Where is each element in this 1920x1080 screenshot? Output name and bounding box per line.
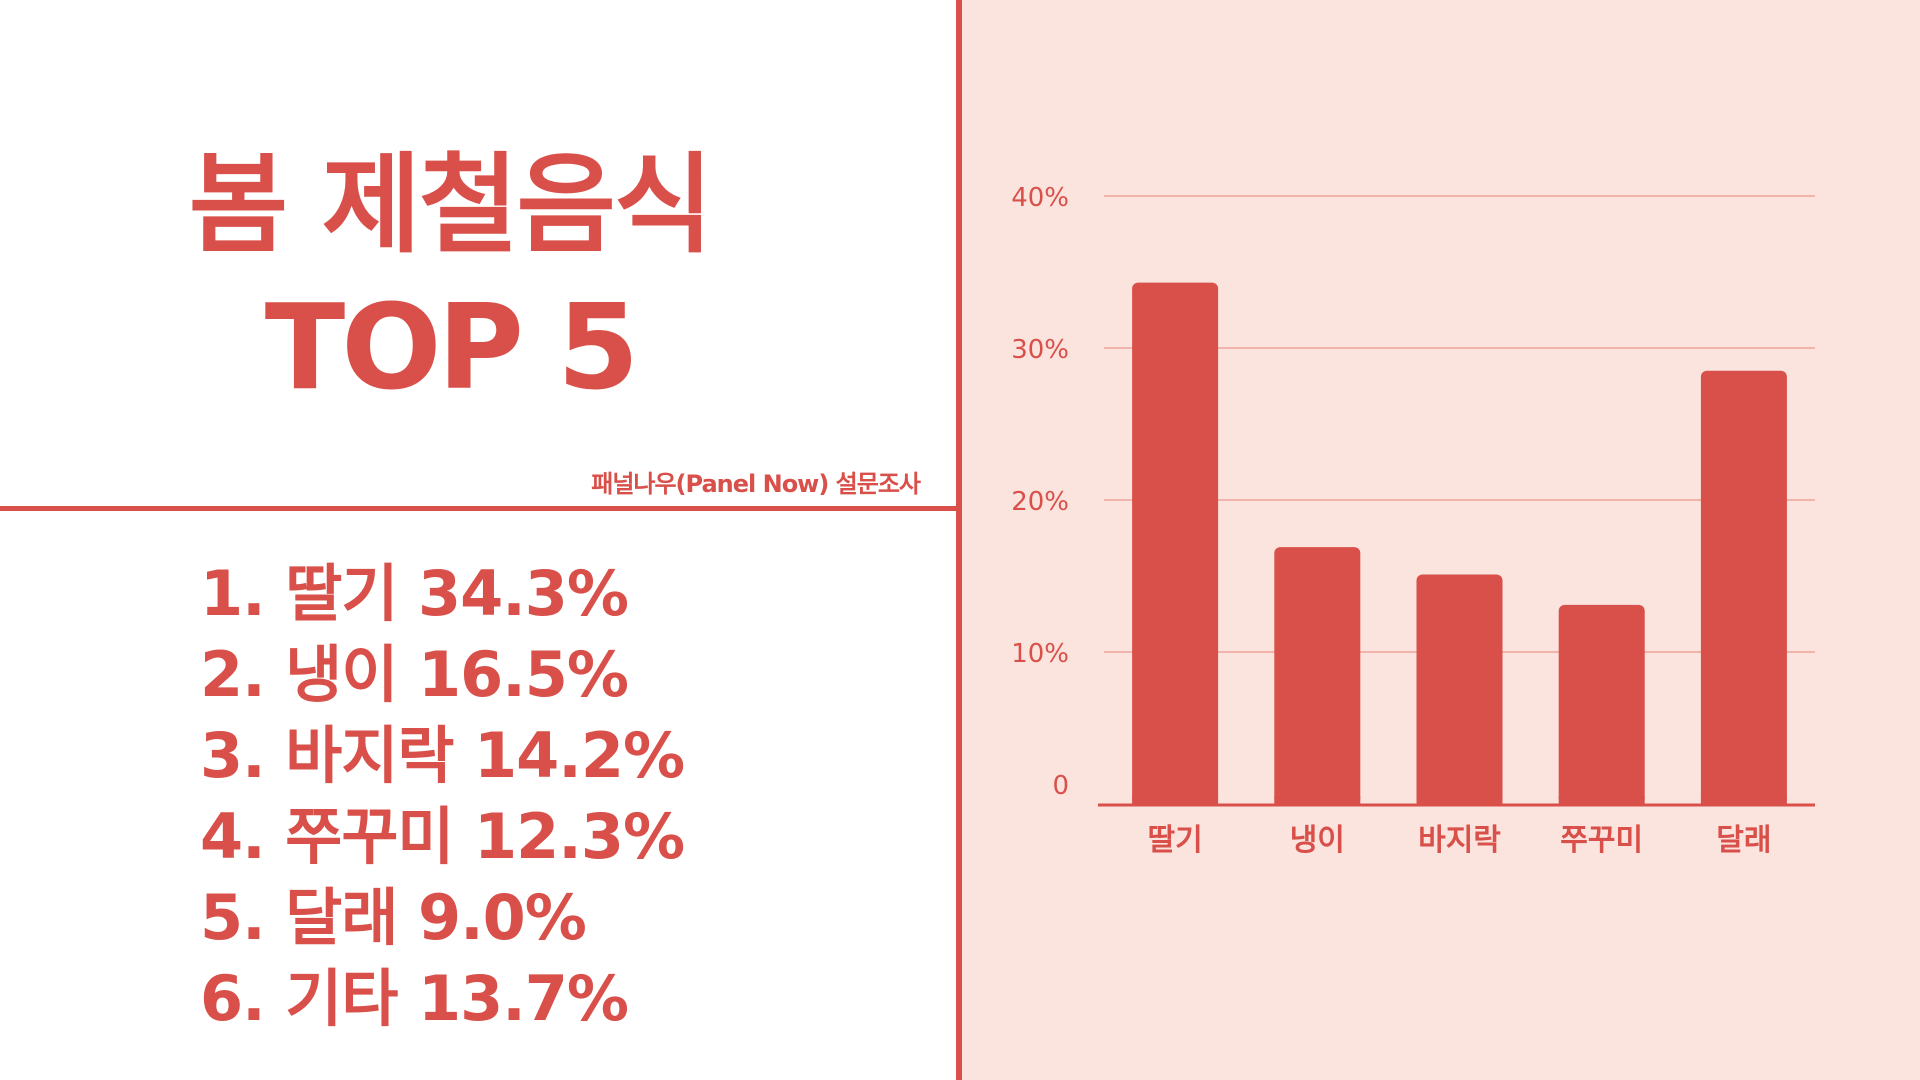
bar-5 (1700, 370, 1787, 804)
bar-base-2 (1274, 796, 1361, 804)
y-tick-label: 10% (1011, 639, 1069, 669)
left-panel (0, 0, 956, 1080)
survey-source: 패널나우(Panel Now) 설문조사 (591, 470, 921, 498)
x-tick-label: 냉이 (1290, 823, 1345, 858)
bar-base-3 (1416, 796, 1503, 804)
horizontal-divider (0, 506, 956, 511)
x-tick-label: 쭈꾸미 (1560, 823, 1643, 858)
ranking-item-6: 6. 기타 13.7% (200, 962, 629, 1035)
vertical-divider (956, 0, 962, 1080)
x-tick-label: 달래 (1716, 823, 1771, 858)
title-line-2: TOP 5 (264, 278, 639, 416)
ranking-item-4: 4. 쭈꾸미 12.3% (200, 800, 685, 873)
bar-base-4 (1558, 796, 1645, 804)
bar-base-5 (1700, 796, 1787, 804)
bar-4 (1558, 604, 1645, 804)
bar-3 (1416, 574, 1503, 804)
y-tick-label: 20% (1011, 487, 1069, 517)
bar-chart: 0 10% 20% 30% 40% 딸기 냉이 바지락 쭈꾸미 달래 (1011, 183, 1815, 858)
bar-2 (1274, 547, 1361, 804)
bar-base-1 (1132, 796, 1219, 804)
ranking-item-2: 2. 냉이 16.5% (200, 638, 629, 711)
y-tick-label: 30% (1011, 335, 1069, 365)
ranking-item-1: 1. 딸기 34.3% (200, 557, 629, 630)
ranking-item-5: 5. 달래 9.0% (200, 881, 587, 954)
bar-1 (1132, 282, 1219, 804)
ranking-item-3: 3. 바지락 14.2% (200, 719, 685, 792)
x-tick-label: 바지락 (1418, 823, 1501, 858)
x-tick-label: 딸기 (1147, 823, 1202, 858)
y-tick-label: 40% (1011, 183, 1069, 213)
ranking-list: 1. 딸기 34.3% 2. 냉이 16.5% 3. 바지락 14.2% 4. … (200, 553, 685, 1039)
y-tick-label: 0 (1052, 771, 1069, 801)
title-line-1: 봄 제철음식 (188, 143, 713, 268)
